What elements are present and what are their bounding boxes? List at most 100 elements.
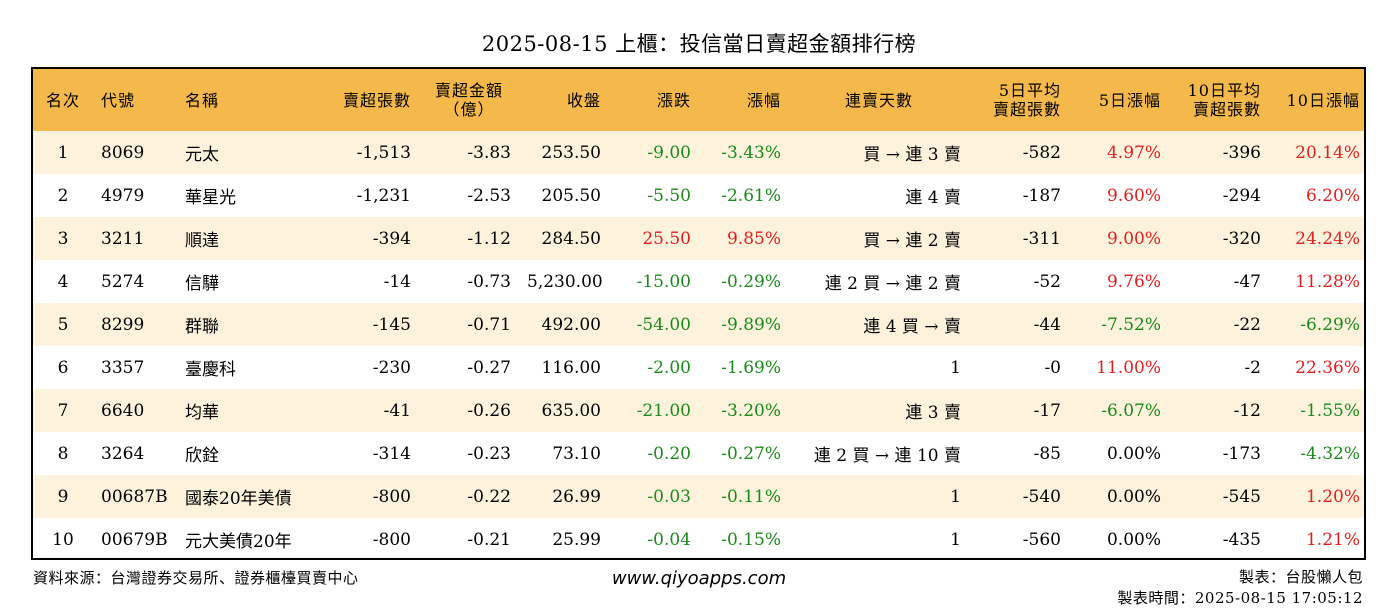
- ranking-table: 名次 代號 名稱 賣超張數 賣超金額 （億） 收盤 漲跌 漲幅 連賣天數 5日平均…: [31, 67, 1366, 560]
- cell-pct10: 24.24%: [1295, 228, 1360, 249]
- cell-sell-lots: -800: [372, 486, 411, 507]
- maker-info: 製表：台股懶人包 製表時間：2025-08-15 17:05:12: [1117, 567, 1363, 609]
- cell-pct10: 11.28%: [1295, 271, 1360, 292]
- header-name: 名稱: [185, 90, 220, 110]
- cell-code: 5274: [101, 271, 145, 292]
- cell-pct: -3.20%: [721, 400, 781, 421]
- cell-avg10: -396: [1222, 142, 1261, 163]
- table-row: 6 3357 臺慶科 -230 -0.27 116.00 -2.00 -1.69…: [33, 346, 1364, 389]
- header-sell-amount: 賣超金額 （億）: [419, 69, 519, 131]
- cell-rank: 10: [52, 529, 74, 550]
- cell-streak: 1: [950, 529, 961, 550]
- cell-code: 8069: [101, 142, 145, 163]
- header-close: 收盤: [566, 90, 601, 110]
- cell-pct5: 0.00%: [1106, 529, 1161, 550]
- cell-pct5: 9.00%: [1106, 228, 1161, 249]
- table-row: 1 8069 元太 -1,513 -3.83 253.50 -9.00 -3.4…: [33, 131, 1364, 174]
- maker-label: 製表：台股懶人包: [1238, 568, 1363, 586]
- cell-close: 73.10: [552, 443, 601, 464]
- cell-pct5: 11.00%: [1096, 357, 1161, 378]
- cell-name: 群聯: [185, 317, 219, 337]
- cell-rank: 1: [57, 142, 69, 163]
- cell-sell-lots: -41: [383, 400, 411, 421]
- header-rank: 名次: [45, 90, 80, 110]
- cell-pct5: 0.00%: [1106, 486, 1161, 507]
- cell-avg10: -22: [1233, 314, 1261, 335]
- cell-streak: 連 3 賣: [905, 403, 961, 423]
- cell-rank: 8: [57, 443, 69, 464]
- cell-sell-lots: -1,513: [356, 142, 411, 163]
- cell-pct5: 9.76%: [1106, 271, 1161, 292]
- cell-code: 3211: [101, 228, 145, 249]
- cell-code: 00679B: [101, 529, 168, 550]
- cell-pct5: 9.60%: [1106, 185, 1161, 206]
- cell-streak: 連 4 賣: [905, 188, 961, 208]
- header-pct10: 10日漲幅: [1286, 90, 1360, 110]
- cell-avg10: -320: [1222, 228, 1261, 249]
- cell-sell-amount: -0.73: [467, 271, 511, 292]
- cell-sell-amount: -0.27: [467, 357, 511, 378]
- table-row: 5 8299 群聯 -145 -0.71 492.00 -54.00 -9.89…: [33, 303, 1364, 346]
- cell-rank: 3: [57, 228, 69, 249]
- cell-close: 116.00: [541, 357, 601, 378]
- header-avg5: 5日平均 賣超張數: [969, 69, 1069, 131]
- cell-avg10: -545: [1222, 486, 1261, 507]
- cell-change: -0.04: [647, 529, 691, 550]
- cell-pct5: 0.00%: [1106, 443, 1161, 464]
- cell-avg10: -2: [1244, 357, 1261, 378]
- cell-pct: 9.85%: [726, 228, 781, 249]
- cell-code: 8299: [101, 314, 145, 335]
- cell-close: 284.50: [541, 228, 601, 249]
- cell-rank: 7: [57, 400, 69, 421]
- header-sell-amount-line2: （億）: [443, 100, 495, 119]
- cell-rank: 4: [57, 271, 69, 292]
- cell-pct10: -4.32%: [1300, 443, 1360, 464]
- cell-pct: -3.43%: [721, 142, 781, 163]
- website-link[interactable]: www.qiyoapps.com: [611, 568, 787, 589]
- cell-pct5: 4.97%: [1106, 142, 1161, 163]
- cell-avg5: -582: [1022, 142, 1061, 163]
- cell-close: 205.50: [541, 185, 601, 206]
- cell-code: 3264: [101, 443, 145, 464]
- table-body: 1 8069 元太 -1,513 -3.83 253.50 -9.00 -3.4…: [33, 131, 1364, 558]
- cell-name: 華星光: [185, 188, 236, 208]
- cell-name: 元太: [185, 145, 219, 165]
- cell-sell-amount: -0.22: [467, 486, 511, 507]
- cell-sell-amount: -0.26: [467, 400, 511, 421]
- cell-sell-amount: -1.12: [467, 228, 511, 249]
- table-row: 9 00687B 國泰20年美債 -800 -0.22 26.99 -0.03 …: [33, 475, 1364, 518]
- cell-pct5: -7.52%: [1101, 314, 1161, 335]
- header-avg5-line1: 5日平均: [998, 81, 1061, 100]
- cell-code: 00687B: [101, 486, 168, 507]
- header-code: 代號: [101, 90, 136, 110]
- cell-close: 492.00: [541, 314, 601, 335]
- cell-sell-lots: -145: [372, 314, 411, 335]
- header-streak: 連賣天數: [844, 90, 913, 110]
- cell-name: 信驊: [185, 274, 219, 294]
- cell-change: -0.20: [647, 443, 691, 464]
- cell-sell-amount: -3.83: [467, 142, 511, 163]
- cell-close: 5,230.00: [527, 271, 603, 292]
- cell-sell-amount: -2.53: [467, 185, 511, 206]
- header-pct5: 5日漲幅: [1098, 90, 1161, 110]
- cell-streak: 連 2 買 → 連 2 賣: [824, 274, 961, 294]
- cell-close: 253.50: [541, 142, 601, 163]
- cell-avg5: -560: [1022, 529, 1061, 550]
- cell-pct10: 22.36%: [1295, 357, 1360, 378]
- cell-avg5: -17: [1033, 400, 1061, 421]
- cell-avg10: -173: [1222, 443, 1261, 464]
- cell-sell-lots: -14: [383, 271, 411, 292]
- cell-pct: -2.61%: [721, 185, 781, 206]
- cell-close: 26.99: [552, 486, 601, 507]
- cell-sell-lots: -394: [372, 228, 411, 249]
- cell-code: 3357: [101, 357, 145, 378]
- cell-rank: 9: [57, 486, 69, 507]
- cell-name: 國泰20年美債: [185, 489, 292, 509]
- cell-change: 25.50: [642, 228, 691, 249]
- cell-sell-lots: -1,231: [356, 185, 411, 206]
- cell-pct: -9.89%: [721, 314, 781, 335]
- cell-streak: 連 4 買 → 賣: [863, 317, 961, 337]
- cell-pct: -0.11%: [721, 486, 781, 507]
- cell-avg5: -0: [1044, 357, 1061, 378]
- cell-avg10: -435: [1222, 529, 1261, 550]
